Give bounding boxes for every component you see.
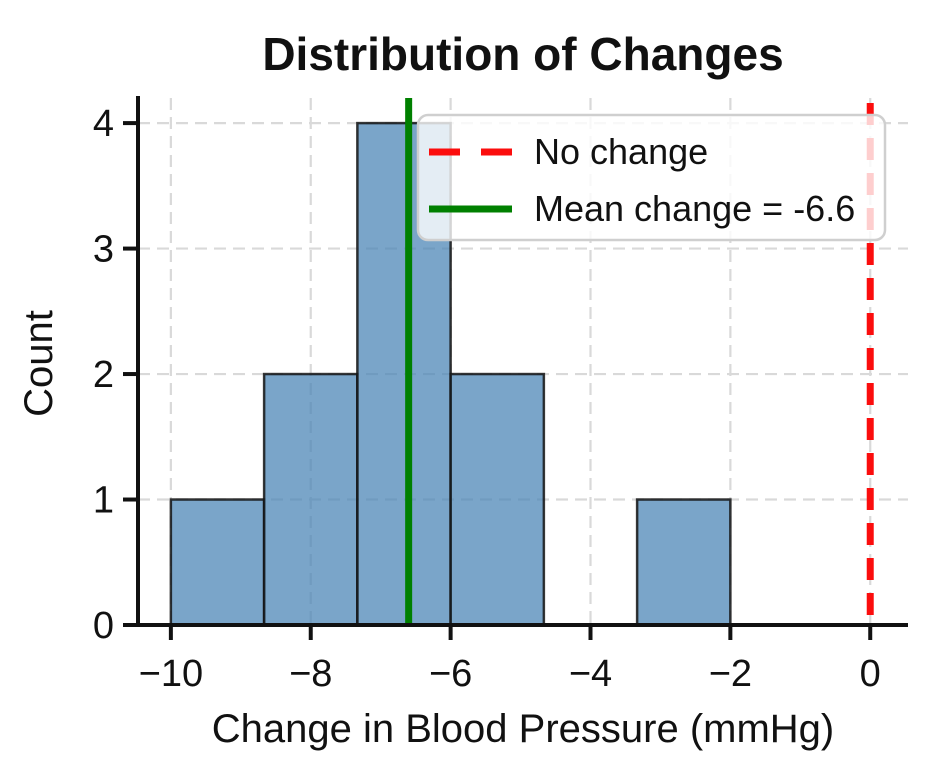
legend-label-mean-change: Mean change = -6.6 <box>534 188 855 229</box>
x-tick-label: −6 <box>429 653 472 695</box>
x-tick-label: −8 <box>289 653 332 695</box>
x-tick-label: −4 <box>569 653 612 695</box>
y-axis-label: Count <box>17 310 61 417</box>
histogram-bar <box>635 498 732 627</box>
legend-label-no-change: No change <box>534 131 708 172</box>
histogram-bar <box>262 372 359 627</box>
y-tick-label: 0 <box>93 605 114 647</box>
x-tick-label: 0 <box>860 653 881 695</box>
y-tick-label: 2 <box>93 354 114 396</box>
x-tick-label: −2 <box>709 653 752 695</box>
x-tick-label: −10 <box>139 653 203 695</box>
histogram-bar <box>449 372 546 627</box>
legend-box <box>416 113 887 242</box>
chart-title: Distribution of Changes <box>262 28 783 80</box>
histogram-bar <box>169 498 266 627</box>
y-tick-label: 1 <box>93 480 114 522</box>
y-tick-label: 4 <box>93 103 114 145</box>
legend: No change Mean change = -6.6 <box>416 113 887 242</box>
y-tick-label: 3 <box>93 229 114 271</box>
x-axis-label: Change in Blood Pressure (mmHg) <box>212 707 834 751</box>
